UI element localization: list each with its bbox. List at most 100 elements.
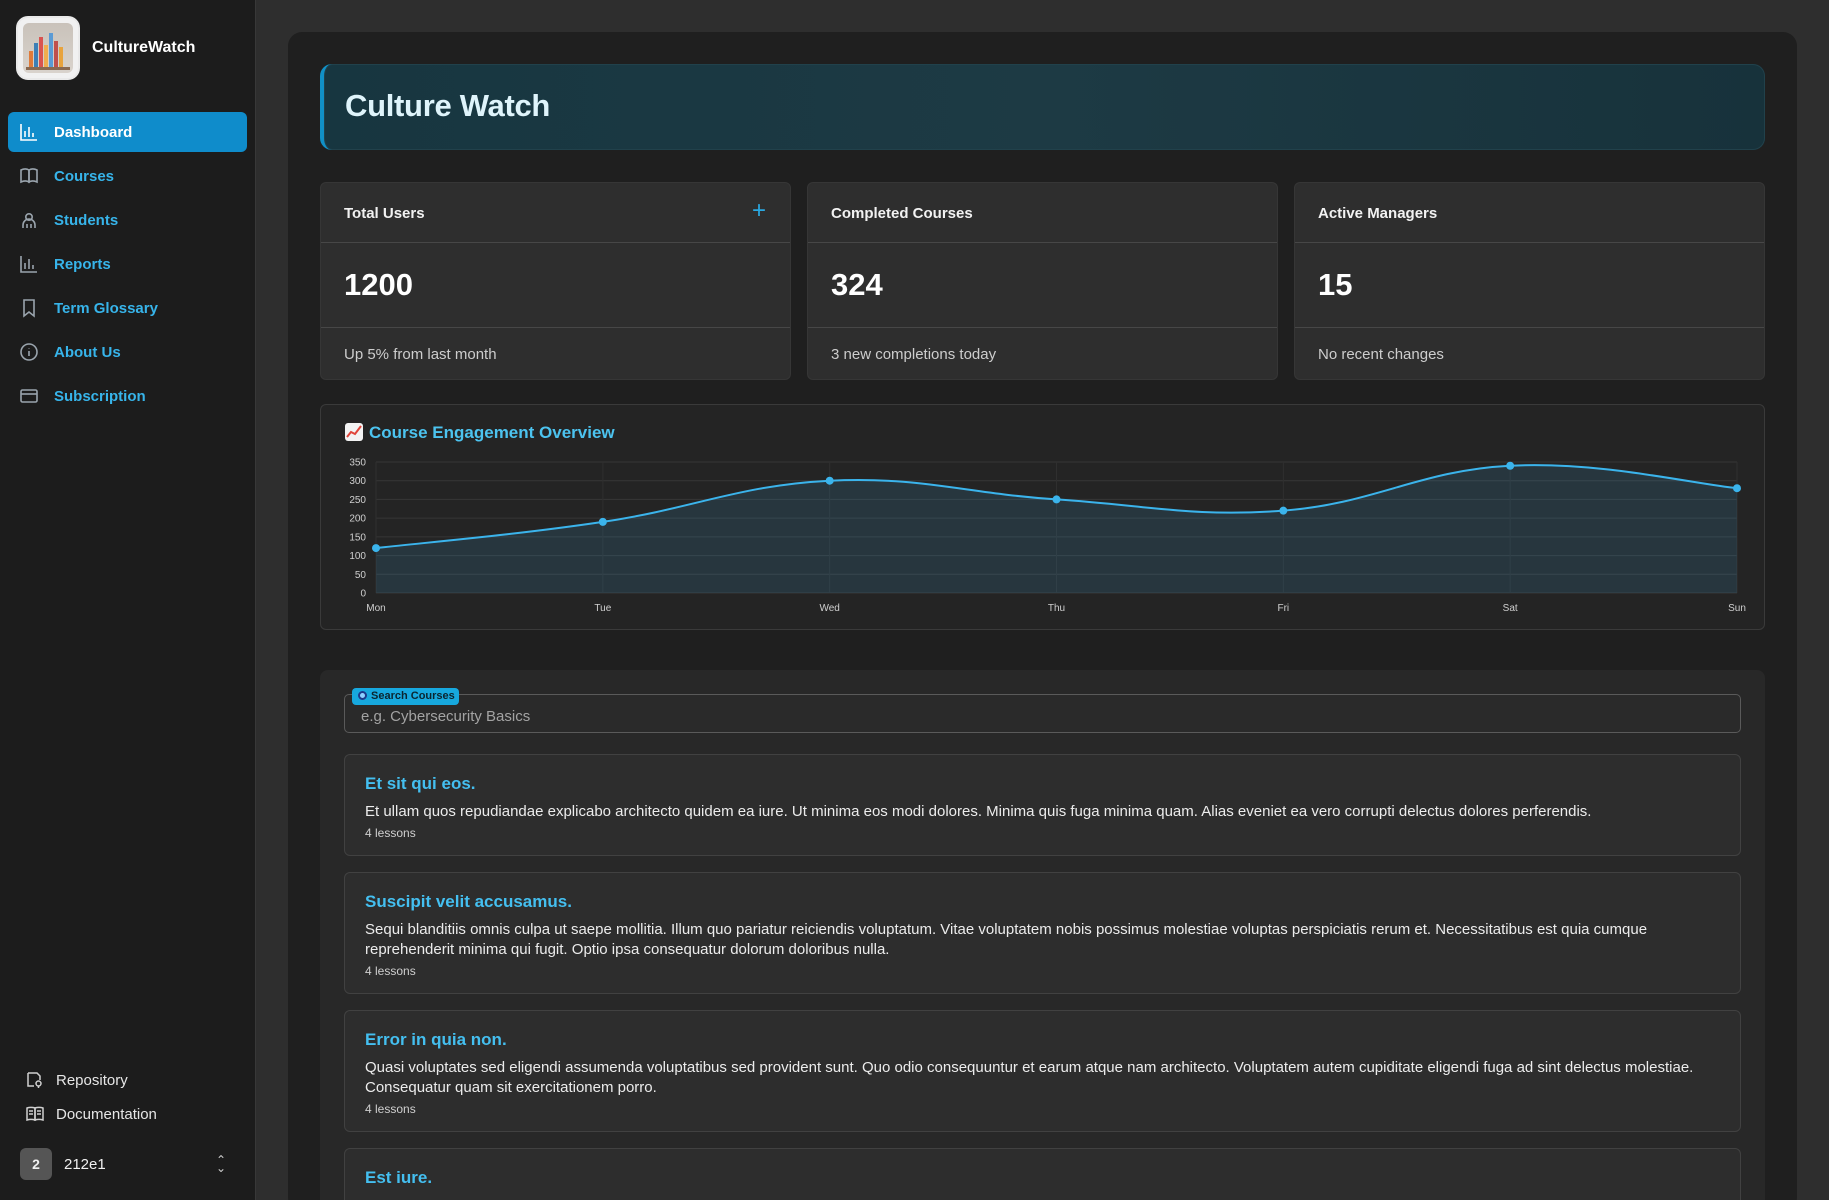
y-tick-label: 0 xyxy=(360,589,366,600)
nav-item-dashboard[interactable]: Dashboard xyxy=(8,112,247,152)
course-card[interactable]: Est iure. xyxy=(344,1148,1741,1200)
stat-card-completed-courses: Completed Courses 324 3 new completions … xyxy=(807,182,1278,380)
stat-title-row: Total Users + xyxy=(321,183,790,243)
stat-title-row: Active Managers xyxy=(1295,183,1764,243)
chart-title: Course Engagement Overview xyxy=(345,423,615,443)
course-title: Est iure. xyxy=(365,1168,433,1187)
nav-item-label: Subscription xyxy=(54,387,146,405)
data-point xyxy=(1506,461,1515,470)
course-description: Quasi voluptates sed eligendi assumenda … xyxy=(365,1059,1694,1096)
x-tick-label: Thu xyxy=(1048,603,1065,614)
course-title: Et sit qui eos. xyxy=(365,774,476,793)
add-user-button[interactable]: + xyxy=(751,197,766,224)
repository-label: Repository xyxy=(56,1071,128,1089)
avatar: 2 xyxy=(20,1148,52,1180)
data-point xyxy=(1052,495,1061,504)
documentation-icon xyxy=(26,1106,44,1122)
course-lessons: 4 lessons xyxy=(365,1102,416,1116)
course-lessons: 4 lessons xyxy=(365,826,416,840)
y-tick-label: 350 xyxy=(349,458,366,469)
bookmark-icon xyxy=(18,297,40,319)
nav-item-label: Term Glossary xyxy=(54,299,158,317)
user-icon xyxy=(18,209,40,231)
stat-note: No recent changes xyxy=(1318,346,1444,363)
x-tick-label: Sun xyxy=(1728,603,1746,614)
y-tick-label: 200 xyxy=(349,514,366,525)
y-tick-label: 300 xyxy=(349,476,366,487)
course-card[interactable]: Suscipit velit accusamus. Sequi blanditi… xyxy=(344,872,1741,994)
main-panel: Culture Watch Total Users + 1200 Up 5% f… xyxy=(288,32,1797,1200)
nav-item-reports[interactable]: Reports xyxy=(8,244,247,284)
y-tick-label: 150 xyxy=(349,532,366,543)
data-point xyxy=(372,544,380,553)
series-area xyxy=(376,465,1737,593)
stat-value: 1200 xyxy=(321,243,790,328)
sidebar: CultureWatch Dashboard Courses Students … xyxy=(0,0,256,1200)
data-point xyxy=(1279,506,1288,515)
brand[interactable]: CultureWatch xyxy=(16,16,195,80)
nav-item-subscription[interactable]: Subscription xyxy=(8,376,247,416)
stat-title: Total Users xyxy=(344,205,425,222)
course-title: Error in quia non. xyxy=(365,1030,507,1049)
stat-card-active-managers: Active Managers 15 No recent changes xyxy=(1294,182,1765,380)
book-icon xyxy=(18,165,40,187)
chevron-up-down-icon: ⌃ ⌄ xyxy=(215,1153,226,1175)
sidebar-footer-links: Repository Documentation xyxy=(26,1063,157,1131)
nav-item-about-us[interactable]: About Us xyxy=(8,332,247,372)
bar-chart-icon xyxy=(18,121,40,143)
nav-item-label: Reports xyxy=(54,255,111,273)
page-title: Culture Watch xyxy=(345,88,551,123)
search-input[interactable] xyxy=(344,694,1741,733)
x-tick-label: Tue xyxy=(594,603,611,614)
course-lessons: 4 lessons xyxy=(365,964,416,978)
info-icon xyxy=(18,341,40,363)
main-nav: Dashboard Courses Students Reports Term … xyxy=(8,112,247,420)
stat-value: 324 xyxy=(808,243,1277,328)
search-label-text: Search Courses xyxy=(371,690,455,702)
y-tick-label: 50 xyxy=(355,570,367,581)
stat-title-row: Completed Courses xyxy=(808,183,1277,243)
x-tick-label: Sat xyxy=(1503,603,1518,614)
x-tick-label: Wed xyxy=(819,603,839,614)
search-icon xyxy=(358,691,367,700)
nav-item-label: Dashboard xyxy=(54,123,133,141)
nav-item-students[interactable]: Students xyxy=(8,200,247,240)
nav-item-courses[interactable]: Courses xyxy=(8,156,247,196)
engagement-chart: 0 50 100 150 200 250 300 350 Mon Tue Wed Thu Fri Sat S… xyxy=(349,458,1746,615)
search-label: Search Courses xyxy=(352,688,459,705)
nav-item-label: About Us xyxy=(54,343,121,361)
data-point xyxy=(598,517,607,526)
stat-note: 3 new completions today xyxy=(831,346,997,363)
stat-title: Active Managers xyxy=(1318,205,1438,222)
x-tick-label: Mon xyxy=(366,603,385,614)
course-search-section: Search Courses Et sit qui eos. Et ullam … xyxy=(320,670,1765,1200)
course-card[interactable]: Et sit qui eos. Et ullam quos repudianda… xyxy=(344,754,1741,856)
chart-title-text: Course Engagement Overview xyxy=(369,423,615,442)
stat-card-total-users: Total Users + 1200 Up 5% from last month xyxy=(320,182,791,380)
credit-card-icon xyxy=(18,385,40,407)
nav-item-term-glossary[interactable]: Term Glossary xyxy=(8,288,247,328)
y-tick-label: 250 xyxy=(349,495,366,506)
bar-chart-icon xyxy=(18,253,40,275)
data-point xyxy=(825,476,834,485)
page-header: Culture Watch xyxy=(320,64,1765,150)
stat-title: Completed Courses xyxy=(831,205,973,222)
documentation-label: Documentation xyxy=(56,1105,157,1123)
app-name: CultureWatch xyxy=(92,39,196,56)
repository-link[interactable]: Repository xyxy=(26,1063,157,1097)
data-point xyxy=(1733,484,1741,493)
course-card[interactable]: Error in quia non. Quasi voluptates sed … xyxy=(344,1010,1741,1132)
stat-value: 15 xyxy=(1295,243,1764,328)
user-menu[interactable]: 2 212e1 ⌃ ⌄ xyxy=(20,1148,226,1180)
course-title: Suscipit velit accusamus. xyxy=(365,892,572,911)
chart-emoji-icon xyxy=(345,423,363,441)
app-logo xyxy=(16,16,80,80)
user-name: 212e1 xyxy=(64,1155,106,1173)
course-description: Sequi blanditiis omnis culpa ut saepe mo… xyxy=(365,921,1648,958)
nav-item-label: Students xyxy=(54,211,119,229)
nav-item-label: Courses xyxy=(54,167,115,185)
course-description: Et ullam quos repudiandae explicabo arch… xyxy=(365,803,1592,820)
x-tick-label: Fri xyxy=(1277,603,1289,614)
documentation-link[interactable]: Documentation xyxy=(26,1097,157,1131)
y-tick-label: 100 xyxy=(349,551,366,562)
